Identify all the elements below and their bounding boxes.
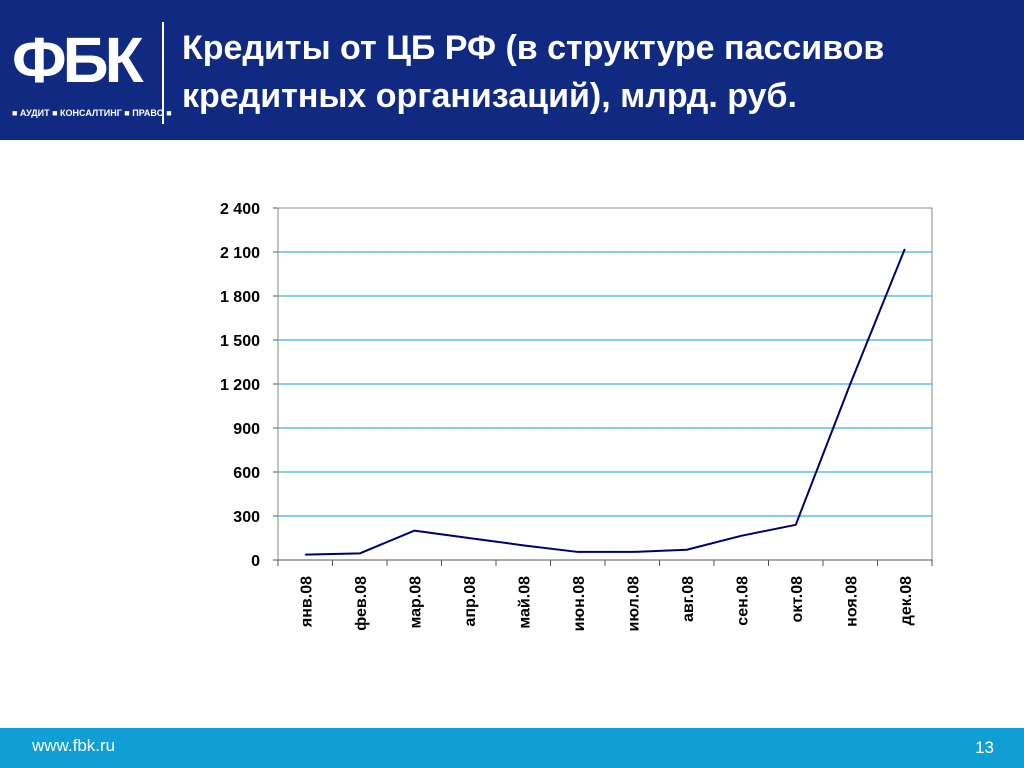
header-divider bbox=[162, 22, 164, 124]
y-tick-label: 300 bbox=[233, 509, 260, 526]
y-tick-label: 2 100 bbox=[220, 245, 260, 262]
x-tick-label: дек.08 bbox=[898, 576, 915, 625]
data-point bbox=[413, 530, 415, 532]
data-point bbox=[468, 537, 470, 539]
x-tick-label: май.08 bbox=[516, 576, 533, 629]
line-chart: 0 300 600 900 1 200 1 500 1 800 2 100 2 400 янв.… bbox=[220, 201, 933, 632]
x-tick-label: ноя.08 bbox=[843, 576, 860, 627]
data-point bbox=[631, 551, 633, 553]
slide-header: ФБК ■ АУДИТ ■ КОНСАЛТИНГ ■ ПРАВО ■ Креди… bbox=[0, 0, 1024, 140]
x-tick-label: авг.08 bbox=[680, 576, 697, 622]
logo-tagline: ■ АУДИТ ■ КОНСАЛТИНГ ■ ПРАВО ■ bbox=[12, 108, 172, 118]
series-layer bbox=[304, 248, 906, 556]
y-tick-label: 2 400 bbox=[220, 201, 260, 218]
data-point bbox=[577, 551, 579, 553]
axes bbox=[277, 559, 933, 566]
x-tick-label: апр.08 bbox=[462, 576, 479, 627]
data-point bbox=[795, 524, 797, 526]
y-tick-label: 900 bbox=[233, 421, 260, 438]
fbk-logo: ФБК bbox=[12, 24, 144, 96]
data-point bbox=[904, 248, 906, 250]
x-tick-label: июн.08 bbox=[571, 576, 588, 632]
y-tick-label: 1 200 bbox=[220, 377, 260, 394]
x-tick-label: сен.08 bbox=[734, 576, 751, 626]
data-point bbox=[359, 552, 361, 554]
data-point bbox=[686, 549, 688, 551]
data-point bbox=[849, 383, 851, 385]
page-number: 13 bbox=[975, 738, 994, 757]
x-tick-label: июл.08 bbox=[625, 576, 642, 632]
x-tick-labels: янв.08 фев.08 мар.08 апр.08 май.08 июн.08 июл.… bbox=[298, 576, 915, 632]
data-point bbox=[522, 544, 524, 546]
y-tick-label: 1 800 bbox=[220, 289, 260, 306]
y-tick-label: 0 bbox=[251, 553, 260, 570]
slide-footer: www.fbk.ru 13 bbox=[0, 728, 1024, 768]
footer-url-link[interactable]: www.fbk.ru bbox=[32, 736, 116, 755]
grid-lines bbox=[273, 207, 932, 561]
x-tick-label: окт.08 bbox=[789, 576, 806, 623]
y-tick-labels: 0 300 600 900 1 200 1 500 1 800 2 100 2 400 bbox=[220, 201, 260, 570]
x-tick-label: мар.08 bbox=[407, 576, 424, 629]
series-line bbox=[305, 248, 906, 556]
data-point bbox=[304, 554, 306, 556]
slide-title: Кредиты от ЦБ РФ (в структуре пассивов к… bbox=[182, 29, 885, 115]
x-tick-label: янв.08 bbox=[298, 576, 315, 628]
y-tick-label: 600 bbox=[233, 465, 260, 482]
x-tick-label: фев.08 bbox=[353, 576, 370, 631]
y-tick-label: 1 500 bbox=[220, 333, 260, 350]
data-point bbox=[740, 535, 742, 537]
